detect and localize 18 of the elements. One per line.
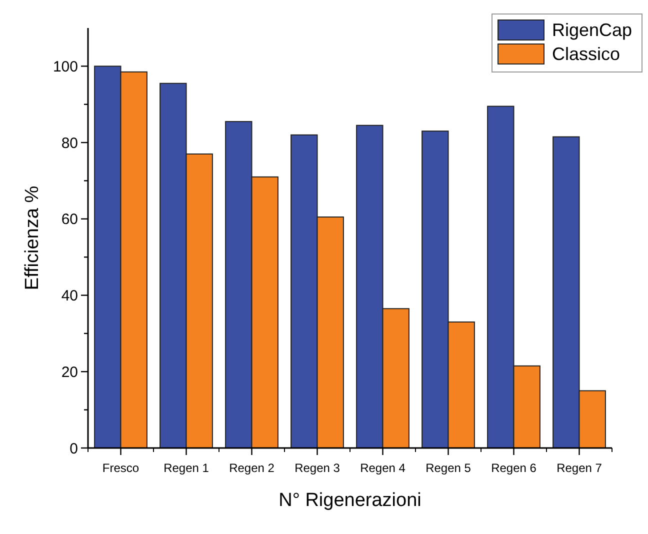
x-tick-label: Regen 4 (360, 461, 406, 475)
y-tick-label: 80 (61, 134, 78, 152)
legend-label: RigenCap (552, 20, 632, 40)
x-tick-label: Regen 2 (229, 461, 275, 475)
y-axis-title: Efficienza % (22, 186, 43, 290)
legend-label: Classico (552, 44, 620, 64)
x-tick-label: Fresco (102, 461, 140, 475)
x-axis-title: N° Rigenerazioni (278, 490, 422, 511)
y-tick-label: 20 (61, 364, 78, 381)
x-tick-label: Regen 3 (294, 461, 340, 475)
y-tick-label: 40 (61, 288, 78, 305)
x-tick-label: Regen 6 (491, 461, 537, 475)
y-tick-label: 100 (52, 58, 78, 76)
x-tick-label: Regen 1 (164, 461, 210, 475)
x-tick-label: Regen 7 (556, 461, 602, 475)
x-tick-label: Regen 5 (426, 461, 472, 475)
y-tick-label: 60 (61, 211, 78, 228)
y-tick-label: 0 (70, 440, 78, 458)
